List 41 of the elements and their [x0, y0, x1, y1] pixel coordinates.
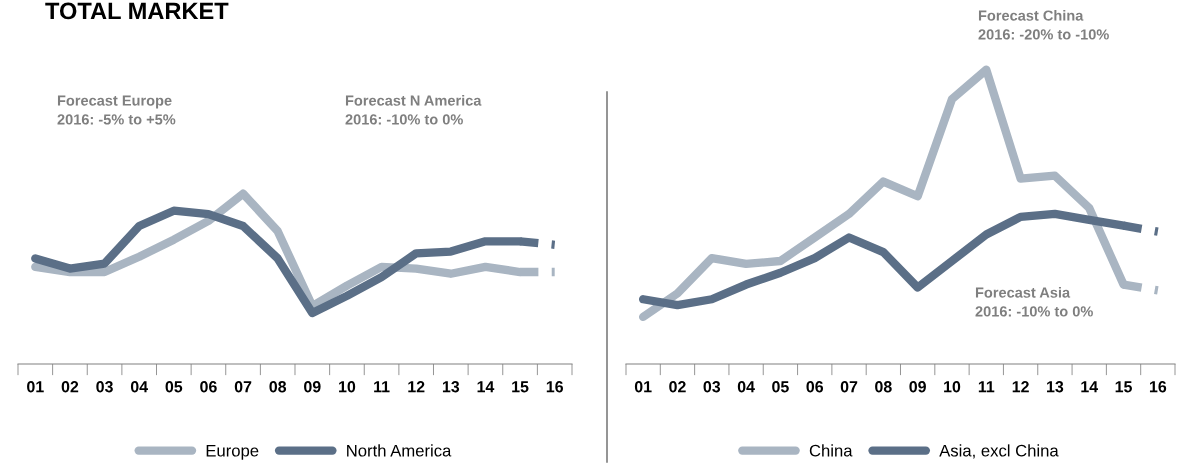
x-tick-label: 03	[96, 381, 113, 393]
x-tick-label: 07	[234, 381, 252, 393]
x-tick-label: 05	[165, 381, 183, 393]
x-tick-label: 13	[442, 381, 460, 393]
legend-label: Europe	[206, 444, 259, 460]
x-tick-label: 08	[269, 381, 287, 393]
legend-label: China	[809, 444, 853, 457]
chart-title: TOTAL MARKET	[45, 2, 229, 20]
x-tick-label: 09	[304, 381, 321, 393]
x-tick-label: 12	[408, 381, 425, 393]
text: Forecast China 2016: -20% to -10%	[978, 10, 1109, 40]
x-tick-label: 10	[944, 381, 961, 393]
text: Forecast N America 2016: -10% to 0%	[345, 95, 482, 125]
x-tick-label: 06	[806, 381, 824, 393]
x-tick-label: 04	[130, 381, 148, 393]
x-tick-label: 11	[374, 381, 390, 393]
x-tick-label: 01	[634, 381, 652, 393]
x-tick-label: 06	[200, 381, 217, 393]
x-tick-label: 11	[978, 381, 995, 393]
x-tick-label: 12	[1012, 381, 1029, 393]
x-tick-label: 16	[1149, 381, 1167, 393]
x-tick-label: 16	[546, 381, 563, 393]
x-tick-label: 13	[1047, 381, 1064, 393]
annotation: Forecast Asia 2016: -10% to 0%	[975, 287, 1093, 317]
x-tick-label: 07	[840, 381, 858, 393]
x-tick-label: 08	[875, 381, 892, 393]
x-tick-label: 02	[61, 381, 79, 393]
x-tick-label: 14	[477, 381, 495, 393]
x-tick-label: 01	[27, 381, 44, 393]
x-tick-label: 09	[909, 381, 926, 393]
x-tick-label: 15	[512, 381, 529, 393]
legend-label: Asia, excl China	[939, 444, 1059, 459]
legend-label: North America	[347, 444, 452, 457]
x-tick-label: 02	[669, 381, 686, 393]
x-tick-label: 05	[772, 381, 789, 393]
x-tick-label: 10	[339, 381, 356, 393]
x-tick-label: 04	[737, 381, 755, 393]
x-tick-label: 15	[1115, 381, 1132, 393]
x-tick-label: 03	[703, 381, 721, 393]
x-tick-label: 14	[1081, 381, 1099, 393]
text: Forecast Europe 2016: -5% to +5%	[57, 95, 176, 125]
